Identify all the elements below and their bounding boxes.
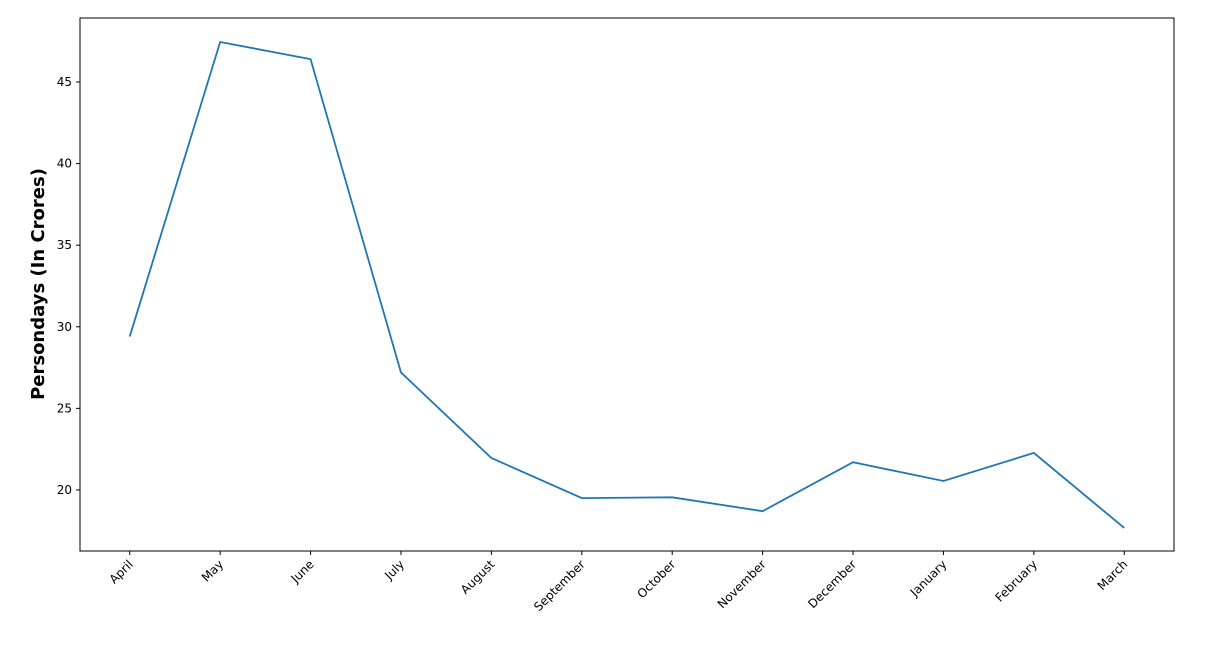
y-tick-label: 40 — [57, 157, 72, 171]
y-tick-label: 45 — [57, 75, 72, 89]
line — [128, 40, 1125, 529]
x-tick-label: August — [458, 557, 498, 597]
x-tick-label: March — [1095, 557, 1131, 593]
y-tick-label: 20 — [57, 483, 72, 497]
x-tick-label: January — [907, 557, 950, 600]
x-tick-label: December — [805, 557, 859, 611]
x-tick-label: June — [288, 557, 317, 586]
x-tick-label: February — [992, 557, 1040, 605]
y-tick-label: 35 — [57, 238, 72, 252]
x-tick-label: July — [381, 557, 407, 583]
x-tick-label: October — [634, 557, 678, 601]
x-tick-label: April — [107, 557, 136, 586]
plot-frame — [79, 17, 1175, 552]
x-tick-label: May — [199, 557, 226, 584]
y-tick-label: 30 — [57, 320, 72, 334]
y-tick-label: 25 — [57, 401, 72, 415]
y-axis-label: Persondays (In Crores) — [28, 168, 49, 400]
x-tick-label: November — [715, 557, 769, 611]
x-tick-label: September — [531, 557, 588, 614]
